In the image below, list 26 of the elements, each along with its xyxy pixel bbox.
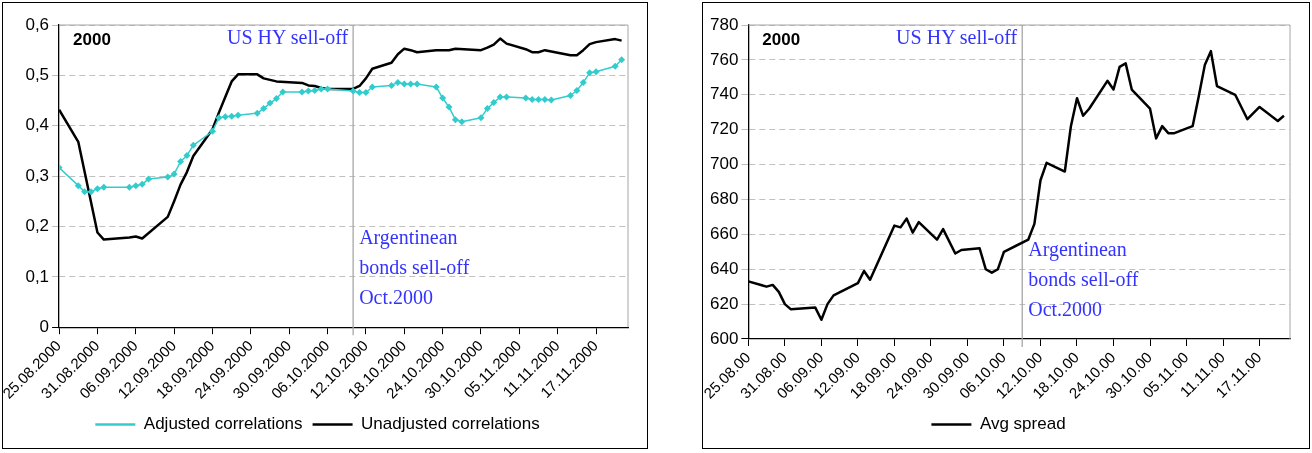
- annotation: US HY sell-off: [227, 26, 349, 49]
- y-tick-label: 700: [709, 154, 739, 174]
- y-tick-label: 600: [709, 328, 739, 348]
- y-tick-label: 0,1: [25, 266, 50, 286]
- y-tick-label: 0,3: [25, 165, 50, 185]
- y-tick-label: 620: [709, 293, 739, 313]
- annotation: Argentinean bonds sell-off Oct.2000: [359, 226, 470, 309]
- y-tick-label: 760: [709, 49, 739, 69]
- legend-label: Adjusted correlations: [143, 414, 303, 434]
- annotation: 2000: [73, 30, 111, 50]
- y-tick-label: 720: [709, 119, 739, 139]
- annotation: 2000: [762, 30, 801, 50]
- legend-label: Avg spread: [979, 414, 1066, 434]
- legend-label: Unadjusted correlations: [361, 414, 540, 434]
- y-tick-label: 680: [709, 189, 739, 209]
- y-tick-label: 740: [709, 84, 739, 104]
- y-tick-label: 0,4: [25, 115, 50, 135]
- y-tick-label: 0: [39, 316, 50, 336]
- annotation: Argentinean bonds sell-off Oct.2000: [1028, 238, 1139, 321]
- annotation: US HY sell-off: [896, 26, 1018, 49]
- y-tick-label: 660: [709, 224, 739, 244]
- y-tick-label: 780: [709, 14, 739, 34]
- y-tick-label: 0,6: [25, 14, 50, 34]
- y-tick-label: 0,5: [25, 65, 50, 85]
- y-tick-label: 0,2: [25, 216, 50, 236]
- y-tick-label: 640: [709, 258, 739, 278]
